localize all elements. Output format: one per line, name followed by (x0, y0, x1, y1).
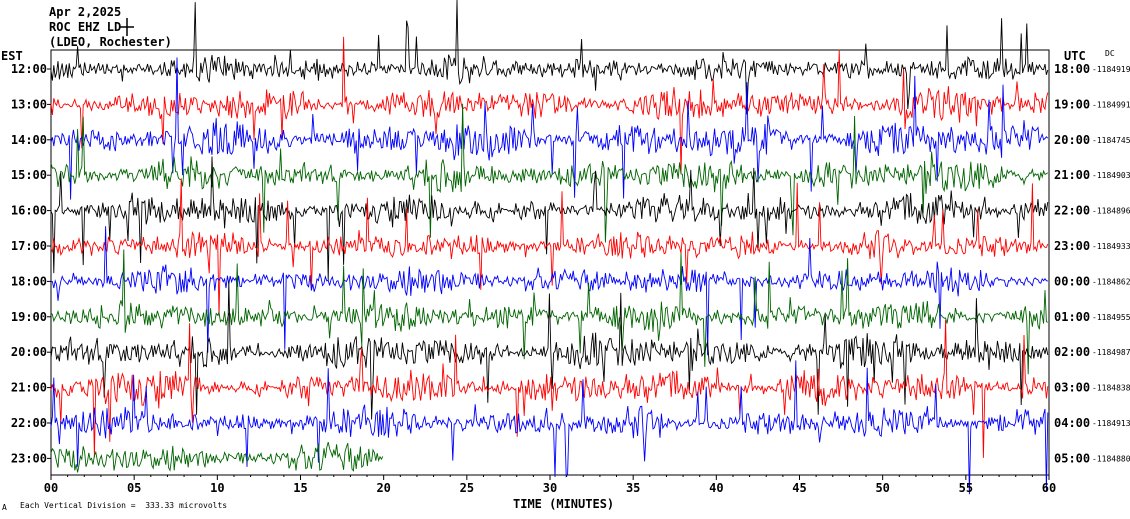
trace-1800-row (51, 226, 1048, 356)
trace-1200-row (50, 0, 1049, 115)
x-tick-label: 45 (792, 481, 806, 495)
x-tick-label: 15 (293, 481, 307, 495)
utc-tick-label: 04:00 (1054, 416, 1090, 430)
trace-2100-row (50, 319, 1049, 458)
x-tick-label: 40 (709, 481, 723, 495)
utc-tick-label: 19:00 (1054, 97, 1090, 111)
est-tick-label: 17:00 (11, 239, 47, 253)
x-tick-label: 10 (210, 481, 224, 495)
utc-tick-label: 23:00 (1054, 239, 1090, 253)
dc-offset-label: -1184991 (1092, 100, 1130, 109)
dc-offset-label: -1184955 (1092, 313, 1130, 322)
trace-2300-row (50, 441, 384, 473)
utc-tick-label: 22:00 (1054, 204, 1090, 218)
utc-tick-label: 03:00 (1054, 381, 1090, 395)
left-timezone-label: EST (1, 49, 23, 63)
dc-label: DC (1105, 49, 1115, 58)
est-tick-label: 12:00 (11, 62, 47, 76)
footer-scale: Each Vertical Division = 333.33 microvol… (20, 501, 228, 510)
header-station: ROC EHZ LD (49, 20, 122, 34)
header-location: (LDEO, Rochester) (49, 35, 172, 49)
est-tick-label: 19:00 (11, 310, 47, 324)
dc-offset-label: -1184838 (1092, 384, 1130, 393)
x-tick-label: 00 (44, 481, 58, 495)
utc-tick-label: 02:00 (1054, 345, 1090, 359)
dc-offset-label: -1184862 (1092, 277, 1130, 286)
utc-tick-label: 18:00 (1054, 62, 1090, 76)
est-tick-label: 14:00 (11, 133, 47, 147)
dc-offset-label: -1184913 (1092, 419, 1130, 428)
x-axis-label: TIME (MINUTES) (513, 497, 615, 511)
dc-offset-label: -1184919 (1092, 65, 1130, 74)
est-tick-label: 16:00 (11, 204, 47, 218)
dc-offset-label: -1184896 (1092, 207, 1130, 216)
utc-tick-label: 20:00 (1054, 133, 1090, 147)
trace-2000-row (50, 280, 1049, 420)
est-tick-label: 13:00 (11, 97, 47, 111)
trace-2200-row (50, 360, 1049, 495)
est-tick-label: 20:00 (11, 345, 47, 359)
dc-offset-label: -1184880 (1092, 454, 1130, 463)
est-tick-label: 18:00 (11, 274, 47, 288)
dc-offset-label: -1184933 (1092, 242, 1130, 251)
trace-1500-row (50, 103, 1049, 243)
est-tick-label: 21:00 (11, 381, 47, 395)
x-tick-label: 20 (376, 481, 390, 495)
dc-offset-label: -1184903 (1092, 171, 1130, 180)
utc-tick-label: 00:00 (1054, 274, 1090, 288)
utc-tick-label: 05:00 (1054, 451, 1090, 465)
est-tick-label: 22:00 (11, 416, 47, 430)
x-tick-label: 05 (127, 481, 141, 495)
footer-mark: A (2, 503, 7, 512)
trace-1700-row (50, 178, 1049, 317)
trace-group (50, 0, 1049, 495)
trace-1900-row (50, 249, 1049, 375)
right-timezone-label: UTC (1064, 49, 1086, 63)
dc-offset-label: -1184745 (1092, 136, 1130, 145)
x-tick-label: 60 (1042, 481, 1056, 495)
trace-1600-row (50, 156, 1049, 281)
utc-tick-label: 01:00 (1054, 310, 1090, 324)
est-tick-label: 23:00 (11, 451, 47, 465)
est-tick-label: 15:00 (11, 168, 47, 182)
trace-1400-row (50, 57, 1049, 200)
header-date: Apr 2,2025 (49, 5, 122, 19)
x-tick-label: 25 (460, 481, 474, 495)
x-tick-label: 35 (626, 481, 640, 495)
dc-offset-label: -1184987 (1092, 348, 1130, 357)
x-tick-label: 30 (543, 481, 557, 495)
x-tick-label: 50 (875, 481, 889, 495)
x-tick-label: 55 (959, 481, 973, 495)
utc-tick-label: 21:00 (1054, 168, 1090, 182)
trace-1300-row (50, 36, 1049, 175)
